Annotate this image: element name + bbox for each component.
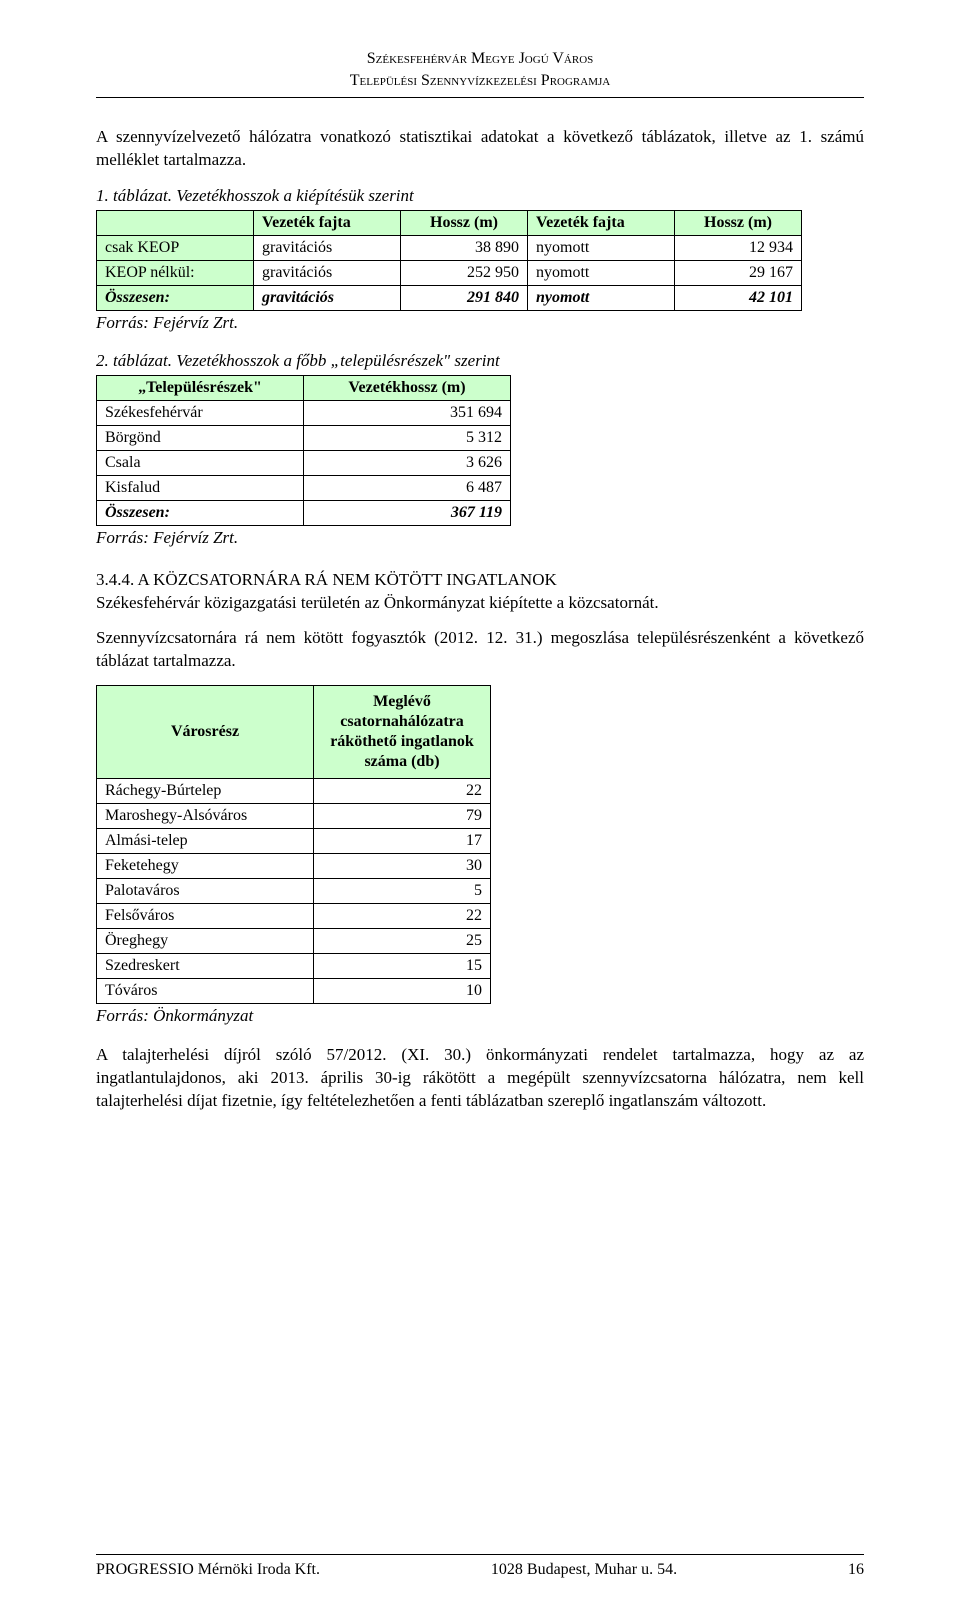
table2-col1: Vezetékhossz (m) — [304, 376, 511, 401]
cell: 10 — [314, 978, 491, 1003]
table3-col1: Meglévő csatornahálózatra ráköthető inga… — [314, 685, 491, 778]
cell: Összesen: — [97, 501, 304, 526]
table1-col2: Hossz (m) — [401, 211, 528, 236]
table1-col1: Vezeték fajta — [254, 211, 401, 236]
intro-paragraph: A szennyvízelvezető hálózatra vonatkozó … — [96, 126, 864, 172]
header-divider — [96, 97, 864, 98]
section-344-body2: Szennyvízcsatornára rá nem kötött fogyas… — [96, 627, 864, 673]
table3-source: Forrás: Önkormányzat — [96, 1006, 864, 1026]
table-row: Öreghegy25 — [97, 928, 491, 953]
section-344-title: 3.4.4. A KÖZCSATORNÁRA RÁ NEM KÖTÖTT ING… — [96, 570, 864, 590]
cell: 79 — [314, 803, 491, 828]
cell: 17 — [314, 828, 491, 853]
table1-col3: Vezeték fajta — [528, 211, 675, 236]
cell: KEOP nélkül: — [97, 261, 254, 286]
table2-caption: 2. táblázat. Vezetékhosszok a főbb „tele… — [96, 351, 864, 371]
table3: Városrész Meglévő csatornahálózatra rákö… — [96, 685, 491, 1004]
table1-header-row: Vezeték fajta Hossz (m) Vezeték fajta Ho… — [97, 211, 802, 236]
cell: gravitációs — [254, 236, 401, 261]
cell: 351 694 — [304, 401, 511, 426]
cell: nyomott — [528, 286, 675, 311]
cell: Csala — [97, 451, 304, 476]
table1-col0 — [97, 211, 254, 236]
footer-right: 16 — [848, 1561, 864, 1579]
cell: 252 950 — [401, 261, 528, 286]
footer-left: PROGRESSIO Mérnöki Iroda Kft. — [96, 1561, 320, 1579]
cell: csak KEOP — [97, 236, 254, 261]
cell: Székesfehérvár — [97, 401, 304, 426]
table-total-row: Összesen:367 119 — [97, 501, 511, 526]
table-total-row: Összesen:gravitációs291 840nyomott42 101 — [97, 286, 802, 311]
table-row: Szedreskert15 — [97, 953, 491, 978]
table2-header-row: „Településrészek" Vezetékhossz (m) — [97, 376, 511, 401]
cell: Szedreskert — [97, 953, 314, 978]
footer-row: PROGRESSIO Mérnöki Iroda Kft. 1028 Budap… — [96, 1561, 864, 1579]
cell: Felsőváros — [97, 903, 314, 928]
cell: gravitációs — [254, 261, 401, 286]
cell: 29 167 — [675, 261, 802, 286]
cell: Öreghegy — [97, 928, 314, 953]
cell: Maroshegy-Alsóváros — [97, 803, 314, 828]
cell: 25 — [314, 928, 491, 953]
cell: 291 840 — [401, 286, 528, 311]
cell: 22 — [314, 778, 491, 803]
table2-body: Székesfehérvár351 694Börgönd5 312Csala3 … — [97, 401, 511, 526]
header-line-1: Székesfehérvár Megye Jogú Város — [96, 48, 864, 70]
table3-header-row: Városrész Meglévő csatornahálózatra rákö… — [97, 685, 491, 778]
page-header: Székesfehérvár Megye Jogú Város Települé… — [96, 48, 864, 91]
cell: 5 312 — [304, 426, 511, 451]
table2-col0: „Településrészek" — [97, 376, 304, 401]
table-row: Almási-telep17 — [97, 828, 491, 853]
table-row: Börgönd5 312 — [97, 426, 511, 451]
header-line-2: Települési Szennyvízkezelési Programja — [96, 70, 864, 92]
cell: nyomott — [528, 236, 675, 261]
cell: 6 487 — [304, 476, 511, 501]
table-row: Székesfehérvár351 694 — [97, 401, 511, 426]
table-row: Maroshegy-Alsóváros79 — [97, 803, 491, 828]
table-row: KEOP nélkül:gravitációs252 950nyomott29 … — [97, 261, 802, 286]
table1-body: csak KEOPgravitációs38 890nyomott12 934K… — [97, 236, 802, 311]
cell: Palotaváros — [97, 878, 314, 903]
cell: Kisfalud — [97, 476, 304, 501]
cell: 38 890 — [401, 236, 528, 261]
table1-caption: 1. táblázat. Vezetékhosszok a kiépítésük… — [96, 186, 864, 206]
table2-source: Forrás: Fejérvíz Zrt. — [96, 528, 864, 548]
table-row: Csala3 626 — [97, 451, 511, 476]
table-row: Palotaváros5 — [97, 878, 491, 903]
table1: Vezeték fajta Hossz (m) Vezeték fajta Ho… — [96, 210, 802, 311]
table-row: Felsőváros22 — [97, 903, 491, 928]
cell: 42 101 — [675, 286, 802, 311]
cell: Almási-telep — [97, 828, 314, 853]
cell: 30 — [314, 853, 491, 878]
cell: 12 934 — [675, 236, 802, 261]
cell: Összesen: — [97, 286, 254, 311]
table-row: Kisfalud6 487 — [97, 476, 511, 501]
cell: 367 119 — [304, 501, 511, 526]
footer-center: 1028 Budapest, Muhar u. 54. — [491, 1561, 677, 1579]
table-row: csak KEOPgravitációs38 890nyomott12 934 — [97, 236, 802, 261]
cell: 15 — [314, 953, 491, 978]
cell: Feketehegy — [97, 853, 314, 878]
cell: Ráchegy-Búrtelep — [97, 778, 314, 803]
table3-col0: Városrész — [97, 685, 314, 778]
table3-body: Ráchegy-Búrtelep22Maroshegy-Alsóváros79A… — [97, 778, 491, 1003]
cell: 3 626 — [304, 451, 511, 476]
table1-col4: Hossz (m) — [675, 211, 802, 236]
cell: Tóváros — [97, 978, 314, 1003]
table-row: Tóváros10 — [97, 978, 491, 1003]
cell: nyomott — [528, 261, 675, 286]
closing-paragraph: A talajterhelési díjról szóló 57/2012. (… — [96, 1044, 864, 1113]
page-footer: PROGRESSIO Mérnöki Iroda Kft. 1028 Budap… — [96, 1554, 864, 1579]
footer-divider — [96, 1554, 864, 1555]
page: Székesfehérvár Megye Jogú Város Települé… — [0, 0, 960, 1619]
section-344-body1: Székesfehérvár közigazgatási területén a… — [96, 592, 864, 615]
table-row: Feketehegy30 — [97, 853, 491, 878]
table-row: Ráchegy-Búrtelep22 — [97, 778, 491, 803]
cell: 22 — [314, 903, 491, 928]
cell: 5 — [314, 878, 491, 903]
cell: Börgönd — [97, 426, 304, 451]
cell: gravitációs — [254, 286, 401, 311]
table1-source: Forrás: Fejérvíz Zrt. — [96, 313, 864, 333]
table2: „Településrészek" Vezetékhossz (m) Széke… — [96, 375, 511, 526]
